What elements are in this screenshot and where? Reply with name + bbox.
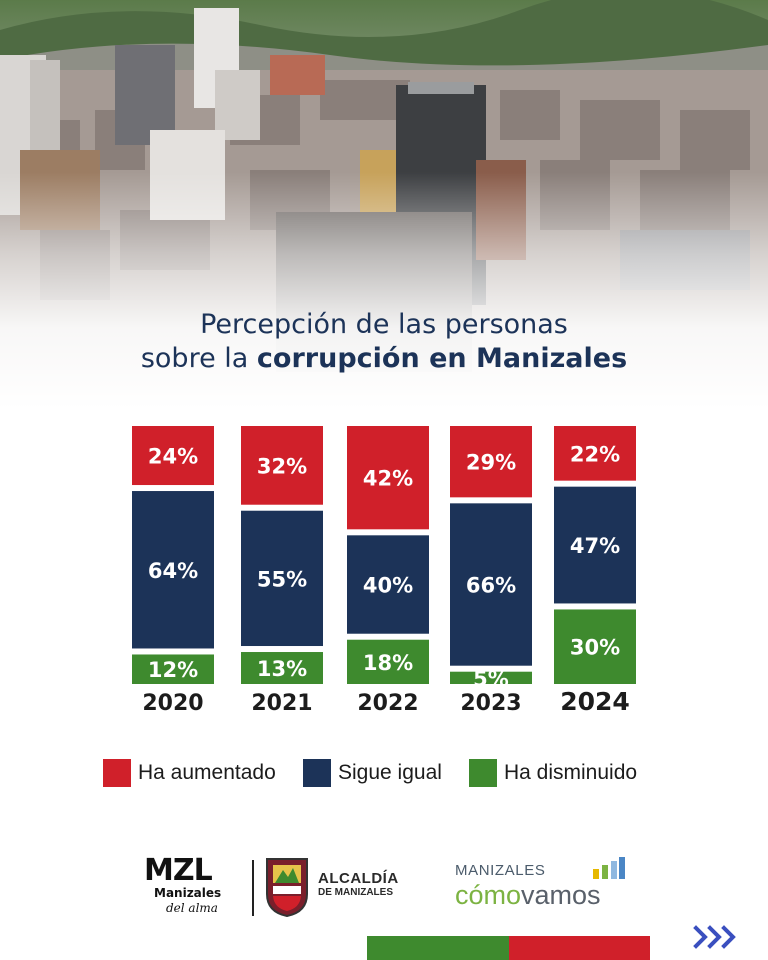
- data-label-2024-ha-disminuido: 30%: [570, 636, 620, 660]
- legend-label-ha-aumentado: Ha aumentado: [138, 761, 276, 784]
- mzl-manizales-del-alma-logo: MZL Manizales del alma: [144, 856, 244, 916]
- manizales-como-vamos-logo: MANIZALES cómovamos: [455, 862, 601, 910]
- title-line-1: Percepción de las personas: [200, 309, 568, 340]
- data-label-2024-ha-aumentado: 22%: [570, 442, 620, 466]
- mcv-como: cómo: [455, 880, 522, 910]
- data-label-2021-ha-aumentado: 32%: [257, 454, 307, 478]
- alcaldia-line-2: DE MANIZALES: [318, 887, 393, 898]
- alcaldia-logo-text: ALCALDÍA DE MANIZALES: [318, 870, 399, 899]
- bottom-band-red: [509, 936, 650, 960]
- city-background-photo: [0, 0, 768, 410]
- chart-legend: Ha aumentado Sigue igual Ha disminuido: [0, 757, 768, 789]
- bottom-band-green: [367, 936, 509, 960]
- data-label-2020-ha-disminuido: 12%: [148, 658, 198, 682]
- chart-title: Percepción de las personas sobre la corr…: [0, 308, 768, 376]
- data-label-2022-ha-disminuido: 18%: [363, 651, 413, 675]
- bar-2024-ha-disminuido: [554, 609, 636, 684]
- bar-2023-ha-disminuido: [450, 671, 532, 684]
- data-label-2020-sigue-igual: 64%: [148, 559, 198, 583]
- bar-2020-ha-aumentado: [132, 426, 214, 486]
- bar-2022-ha-aumentado: [347, 426, 429, 530]
- legend-label-sigue-igual: Sigue igual: [338, 761, 442, 784]
- x-tick-label-2023: 2023: [460, 691, 521, 716]
- bar-2022-ha-disminuido: [347, 639, 429, 684]
- mzl-logo-script-text: del alma: [166, 901, 218, 915]
- data-label-2023-sigue-igual: 66%: [466, 574, 516, 598]
- bar-2021-ha-aumentado: [241, 426, 323, 505]
- triple-chevron-right-icon[interactable]: [693, 924, 741, 950]
- bar-2022-sigue-igual: [347, 535, 429, 634]
- data-label-2023-ha-aumentado: 29%: [466, 451, 516, 475]
- x-tick-label-2021: 2021: [251, 691, 312, 716]
- bar-2023-ha-aumentado: [450, 426, 532, 498]
- x-tick-label-2024: 2024: [560, 687, 630, 716]
- bar-2021-ha-disminuido: [241, 652, 323, 684]
- title-line-2: sobre la corrupción en Manizales: [0, 342, 768, 376]
- data-label-2021-sigue-igual: 55%: [257, 567, 307, 591]
- x-tick-label-2022: 2022: [357, 691, 418, 716]
- legend-item-ha-aumentado: Ha aumentado: [103, 757, 276, 789]
- bar-2020-ha-disminuido: [132, 654, 214, 684]
- bar-chart-icon: [593, 857, 625, 879]
- stacked-bar-chart: 24% 64% 12% 2020 32% 55% 13% 2021 42% 40% 18% 2022 2…: [132, 426, 636, 716]
- data-label-2023-ha-disminuido: 5%: [473, 667, 509, 691]
- legend-item-ha-disminuido: Ha disminuido: [469, 757, 637, 789]
- legend-label-ha-disminuido: Ha disminuido: [504, 761, 638, 784]
- title-line-2-bold: corrupción en Manizales: [256, 343, 628, 374]
- data-label-2022-ha-aumentado: 42%: [363, 467, 413, 491]
- logo-divider: [252, 860, 254, 916]
- mcv-line-1: MANIZALES: [455, 862, 546, 879]
- title-line-2-prefix: sobre la: [140, 343, 257, 374]
- coat-of-arms-icon: [266, 858, 308, 918]
- legend-swatch-green: [469, 759, 497, 787]
- bar-2020-sigue-igual: [132, 491, 214, 649]
- legend-swatch-red: [103, 759, 131, 787]
- bar-2024-sigue-igual: [554, 486, 636, 604]
- bar-2021-sigue-igual: [241, 510, 323, 647]
- data-label-2024-sigue-igual: 47%: [570, 534, 620, 558]
- bar-2023-sigue-igual: [450, 503, 532, 666]
- data-label-2022-sigue-igual: 40%: [363, 574, 413, 598]
- mcv-line-2: cómovamos: [455, 880, 601, 910]
- legend-swatch-navy: [303, 759, 331, 787]
- alcaldia-line-1: ALCALDÍA: [318, 870, 399, 887]
- data-label-2020-ha-aumentado: 24%: [148, 445, 198, 469]
- legend-item-sigue-igual: Sigue igual: [303, 757, 442, 789]
- bar-2024-ha-aumentado: [554, 426, 636, 481]
- data-label-2021-ha-disminuido: 13%: [257, 657, 307, 681]
- mcv-vamos: vamos: [521, 880, 601, 910]
- mzl-logo-big-text: MZL: [144, 853, 213, 888]
- mzl-logo-manizales-text: Manizales: [154, 886, 222, 900]
- footer-logos: MZL Manizales del alma ALCALDÍA DE MANIZ…: [0, 850, 768, 925]
- x-tick-label-2020: 2020: [142, 691, 203, 716]
